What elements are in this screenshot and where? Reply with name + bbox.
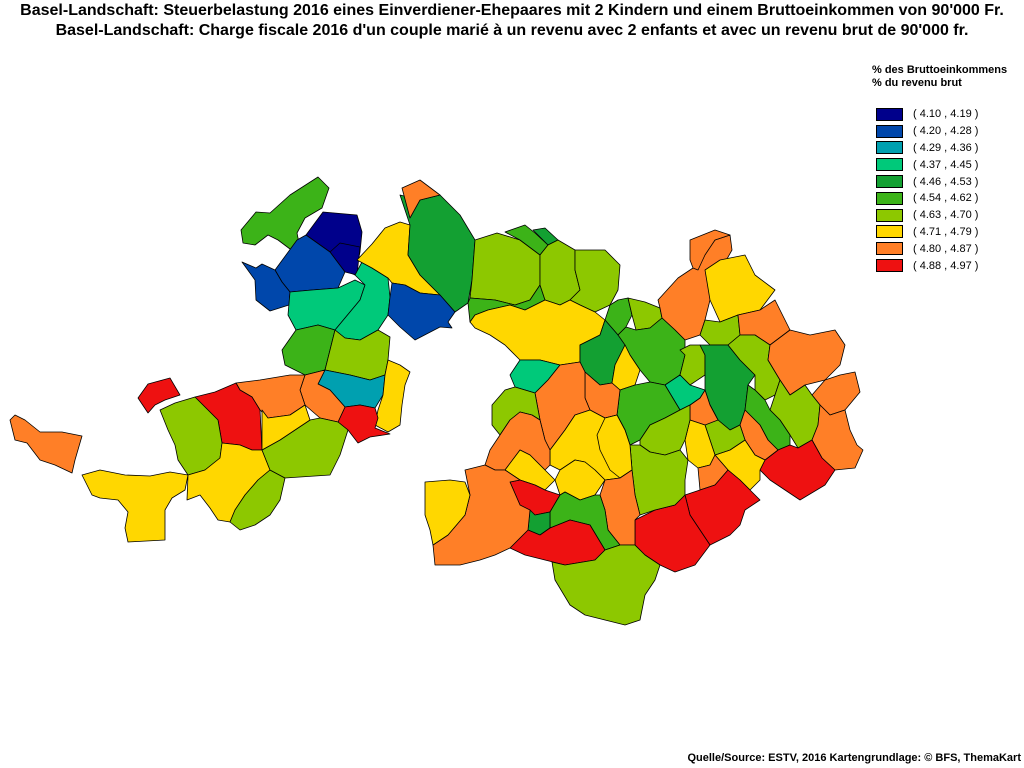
legend-label: ( 4.20 , 4.28 ) xyxy=(913,125,979,138)
legend-swatch xyxy=(876,141,903,155)
legend-swatch xyxy=(876,242,903,256)
municipality xyxy=(689,229,731,271)
municipality xyxy=(229,469,286,531)
municipality xyxy=(639,404,691,456)
map-title-french: Basel-Landschaft: Charge fiscale 2016 d'… xyxy=(55,22,969,39)
municipality xyxy=(374,359,411,433)
municipality xyxy=(704,254,776,323)
legend-swatch xyxy=(876,124,903,138)
map-title-german: Basel-Landschaft: Steuerbelastung 2016 e… xyxy=(20,2,1004,19)
legend-label: ( 4.10 , 4.19 ) xyxy=(913,108,979,121)
legend-title-german: % des Bruttoeinkommens xyxy=(872,64,1008,76)
map-region-east xyxy=(424,224,864,626)
municipality xyxy=(137,377,181,414)
legend-swatch xyxy=(876,208,903,222)
legend-swatch xyxy=(876,107,903,121)
municipality xyxy=(569,249,621,313)
legend-label: ( 4.88 , 4.97 ) xyxy=(913,259,979,272)
legend: ( 4.10 , 4.19 ) ( 4.20 , 4.28 ) ( 4.29 ,… xyxy=(876,106,978,274)
municipality xyxy=(240,176,330,250)
map-region-west xyxy=(9,374,349,543)
legend-label: ( 4.46 , 4.53 ) xyxy=(913,175,979,188)
municipality xyxy=(759,439,836,501)
legend-label: ( 4.71 , 4.79 ) xyxy=(913,225,979,238)
legend-item: ( 4.63 , 4.70 ) xyxy=(876,207,978,224)
municipality xyxy=(401,179,441,219)
municipality xyxy=(424,479,471,546)
municipality xyxy=(81,469,189,543)
legend-label: ( 4.37 , 4.45 ) xyxy=(913,158,979,171)
legend-item: ( 4.37 , 4.45 ) xyxy=(876,156,978,173)
legend-label: ( 4.29 , 4.36 ) xyxy=(913,141,979,154)
legend-swatch xyxy=(876,191,903,205)
legend-title-french: % du revenu brut xyxy=(872,77,962,89)
legend-item: ( 4.88 , 4.97 ) xyxy=(876,257,978,274)
legend-item: ( 4.80 , 4.87 ) xyxy=(876,240,978,257)
legend-item: ( 4.20 , 4.28 ) xyxy=(876,123,978,140)
municipality xyxy=(9,414,83,474)
municipality xyxy=(539,239,581,306)
municipality xyxy=(767,329,846,396)
legend-item: ( 4.46 , 4.53 ) xyxy=(876,173,978,190)
legend-label: ( 4.80 , 4.87 ) xyxy=(913,242,979,255)
municipality xyxy=(551,544,661,626)
source-credit: Quelle/Source: ESTV, 2016 Kartengrundlag… xyxy=(687,752,1021,764)
legend-item: ( 4.10 , 4.19 ) xyxy=(876,106,978,123)
legend-swatch xyxy=(876,259,903,273)
legend-item: ( 4.29 , 4.36 ) xyxy=(876,140,978,157)
legend-label: ( 4.63 , 4.70 ) xyxy=(913,209,979,222)
legend-label: ( 4.54 , 4.62 ) xyxy=(913,192,979,205)
legend-swatch xyxy=(876,175,903,189)
legend-item: ( 4.71 , 4.79 ) xyxy=(876,224,978,241)
legend-item: ( 4.54 , 4.62 ) xyxy=(876,190,978,207)
legend-swatch xyxy=(876,158,903,172)
municipality xyxy=(261,404,311,451)
legend-swatch xyxy=(876,225,903,239)
municipality xyxy=(387,282,456,341)
